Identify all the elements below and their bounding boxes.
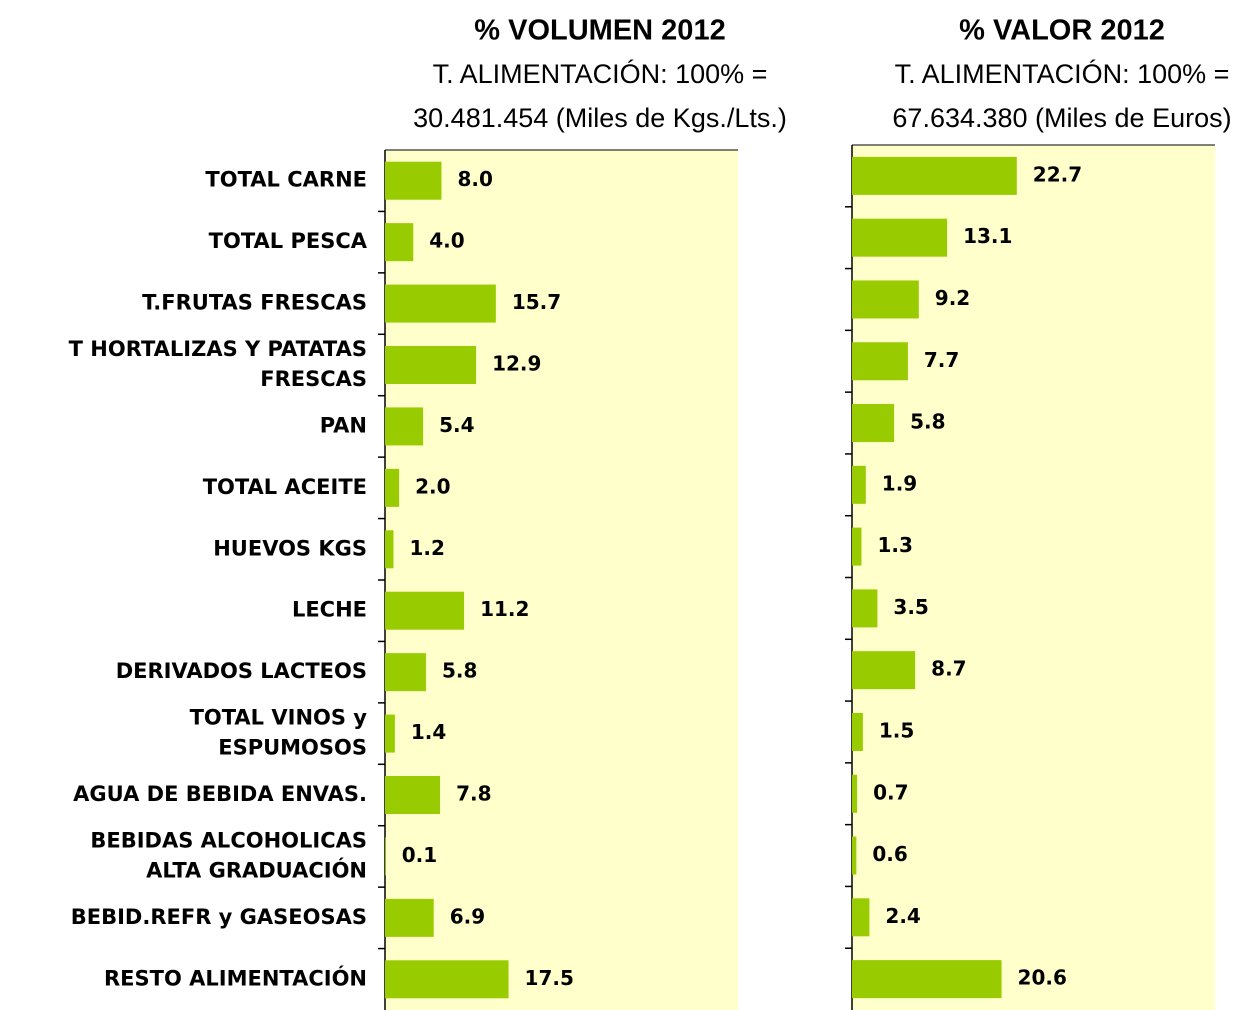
- value-label: 7.8: [456, 782, 491, 806]
- chart-subtitle: 30.481.454 (Miles de Kgs./Lts.): [413, 103, 787, 133]
- value-label: 8.7: [931, 657, 966, 681]
- bar: [852, 651, 916, 690]
- bar: [852, 960, 1002, 999]
- value-label: 6.9: [450, 904, 485, 928]
- chart-title: % VALOR 2012: [959, 15, 1165, 47]
- bar: [385, 407, 424, 446]
- bar: [385, 468, 400, 507]
- value-label: 1.9: [882, 471, 917, 495]
- bar: [852, 156, 1017, 195]
- category-label: AGUA DE BEBIDA ENVAS.: [73, 782, 367, 806]
- bar: [852, 898, 870, 937]
- bar: [385, 898, 434, 937]
- value-label: 1.4: [411, 720, 446, 744]
- category-label: TOTAL ACEITE: [203, 475, 367, 499]
- category-label: LECHE: [292, 598, 367, 622]
- value-label: 1.2: [409, 536, 444, 560]
- value-label: 3.5: [893, 595, 928, 619]
- value-label: 17.5: [525, 966, 574, 990]
- chart-subtitle: T. ALIMENTACIÓN: 100% =: [895, 58, 1230, 89]
- category-label: BEBID.REFR y GASEOSAS: [71, 905, 367, 929]
- category-label: PAN: [320, 413, 367, 437]
- category-label: HUEVOS KGS: [213, 536, 367, 560]
- bar: [385, 837, 386, 876]
- category-label: T.FRUTAS FRESCAS: [142, 291, 367, 315]
- category-label: TOTAL VINOS y ESPUMOSOS: [190, 706, 368, 760]
- category-label: TOTAL CARNE: [205, 168, 367, 192]
- value-label: 5.4: [439, 413, 474, 437]
- value-label: 20.6: [1018, 966, 1067, 990]
- category-label: DERIVADOS LACTEOS: [116, 659, 367, 683]
- value-label: 8.0: [457, 167, 492, 191]
- bar: [385, 960, 509, 999]
- chart-title: % VOLUMEN 2012: [474, 15, 725, 47]
- value-label: 0.6: [872, 842, 907, 866]
- bar: [852, 836, 857, 875]
- category-label: RESTO ALIMENTACIÓN: [104, 965, 367, 990]
- bar: [385, 653, 426, 692]
- value-label: 2.0: [415, 474, 450, 498]
- bar: [852, 465, 866, 504]
- value-label: 1.5: [879, 718, 914, 742]
- plot-background: [852, 145, 1215, 1010]
- bar: [852, 404, 895, 443]
- value-label: 0.1: [402, 843, 437, 867]
- chart-subtitle: 67.634.380 (Miles de Euros): [892, 103, 1231, 133]
- bar: [385, 591, 465, 630]
- bar: [852, 589, 878, 628]
- bar: [385, 223, 414, 262]
- value-label: 1.3: [877, 533, 912, 557]
- bar: [385, 530, 394, 569]
- value-label: 4.0: [429, 229, 464, 253]
- bar: [852, 774, 858, 813]
- value-label: 5.8: [442, 659, 477, 683]
- value-label: 5.8: [910, 410, 945, 434]
- plot-background: [385, 150, 738, 1010]
- bar: [385, 776, 441, 814]
- value-label: 11.2: [480, 597, 529, 621]
- bar: [852, 218, 948, 257]
- chart-subtitle: T. ALIMENTACIÓN: 100% =: [433, 58, 768, 89]
- bar: [385, 346, 477, 384]
- bar: [385, 284, 496, 323]
- category-label: TOTAL PESCA: [209, 229, 368, 253]
- value-label: 2.4: [885, 904, 920, 928]
- value-label: 7.7: [924, 348, 959, 372]
- category-label: BEBIDAS ALCOHOLICAS ALTA GRADUACIÓN: [90, 828, 367, 882]
- bar: [852, 342, 908, 381]
- value-label: 15.7: [512, 290, 561, 314]
- bar: [852, 280, 919, 319]
- value-label: 9.2: [935, 286, 970, 310]
- value-label: 22.7: [1033, 162, 1082, 186]
- value-label: 13.1: [963, 224, 1012, 248]
- bar: [852, 712, 863, 751]
- bar: [852, 527, 862, 566]
- value-label: 0.7: [873, 780, 908, 804]
- category-label: T HORTALIZAS Y PATATAS FRESCAS: [69, 337, 367, 391]
- bar: [385, 161, 442, 200]
- bar: [385, 714, 395, 753]
- value-label: 12.9: [492, 352, 541, 376]
